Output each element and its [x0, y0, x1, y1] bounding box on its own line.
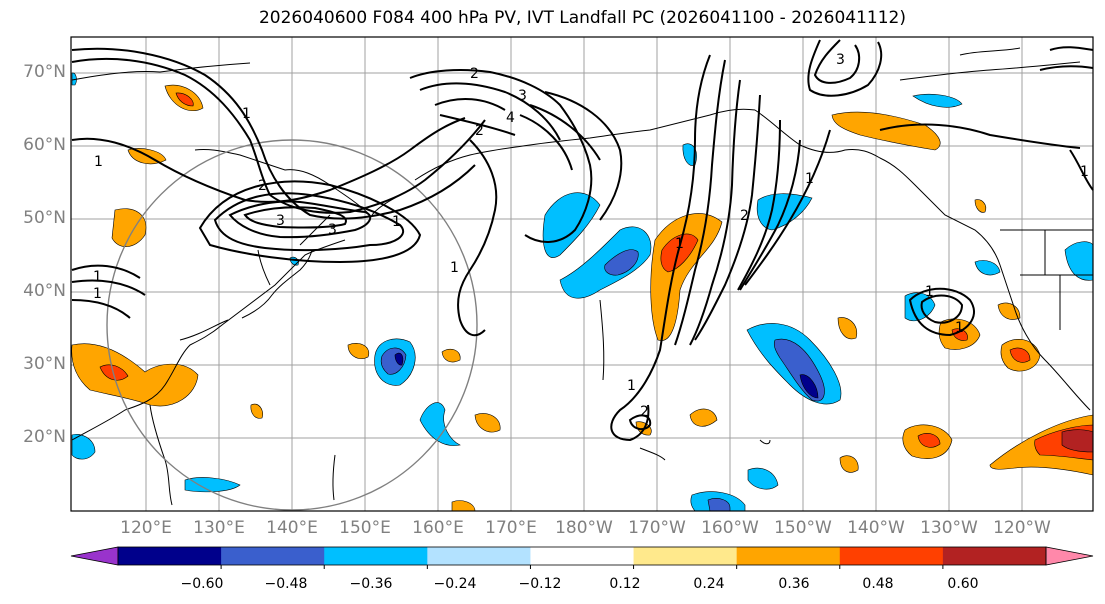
contour-label: 2: [740, 208, 749, 224]
lon-label: 120°W: [993, 518, 1051, 538]
lat-label-60n: 60°N: [23, 135, 66, 155]
contour-label: 1: [242, 106, 251, 122]
lon-label: 130°W: [920, 518, 978, 538]
contour-label: 3: [328, 222, 337, 238]
contour-label: 3: [518, 88, 527, 104]
colorbar-bin: [324, 547, 428, 565]
lat-label-40n: 40°N: [23, 281, 66, 301]
colorbar-tick-label: 0.48: [862, 576, 894, 592]
colorbar-tick-label: −0.12: [518, 576, 562, 592]
colorbar-bin: [839, 547, 944, 565]
map-border: [70, 36, 1094, 512]
contour-label: 2: [640, 404, 649, 420]
contour-label: 3: [276, 213, 285, 229]
colorbar-tick-label: −0.36: [349, 576, 393, 592]
lon-label: 170°E: [485, 518, 537, 538]
contour-label: 1: [450, 260, 459, 276]
lon-label: 180°W: [555, 518, 613, 538]
lon-label: 160°E: [412, 518, 464, 538]
lon-label: 140°W: [847, 518, 905, 538]
lat-label-70n: 70°N: [23, 62, 66, 82]
contour-label: 4: [506, 110, 515, 126]
colorbar-outline: [117, 546, 1047, 566]
contour-label: 1: [93, 286, 102, 302]
contour-labels: 1 1 1 1 2 2 2 3 3 3 4 1 1 2 1 1 3 1 1 2 …: [93, 52, 1089, 420]
graticule: [71, 37, 1093, 511]
colorbar-extend-high: [1045, 546, 1094, 566]
colorbar-bin: [942, 547, 1047, 565]
contour-label: 1: [675, 236, 684, 252]
lon-label: 130°E: [193, 518, 245, 538]
contour-label: 3: [836, 52, 845, 68]
colorbar-tick-label: 0.24: [693, 576, 725, 592]
colorbar: [70, 546, 1094, 569]
lon-label: 150°W: [774, 518, 832, 538]
colorbar-tick-label: 0.12: [609, 576, 641, 592]
lat-label-30n: 30°N: [23, 354, 66, 374]
lon-label: 120°E: [120, 518, 172, 538]
colorbar-tick-label: −0.48: [264, 576, 308, 592]
contour-label: 1: [805, 171, 814, 187]
lat-label-20n: 20°N: [23, 427, 66, 447]
contour-label: 1: [627, 378, 636, 394]
colorbar-tick-label: 0.60: [947, 576, 979, 592]
colorbar-bin: [221, 547, 325, 565]
contour-label: 2: [258, 178, 267, 194]
lat-label-50n: 50°N: [23, 208, 66, 228]
coastlines: [71, 47, 1093, 506]
lon-label: 150°E: [339, 518, 391, 538]
landfall-radius-circle: [106, 139, 478, 511]
colorbar-tick-label: −0.24: [433, 576, 477, 592]
map-title: 2026040600 F084 400 hPa PV, IVT Landfall…: [258, 8, 906, 28]
lon-label: 160°W: [701, 518, 759, 538]
colorbar-bin: [118, 547, 222, 565]
contour-label: 2: [470, 66, 479, 82]
colorbar-bin: [427, 547, 531, 565]
lon-label: 140°E: [266, 518, 318, 538]
colorbar-bin: [530, 547, 635, 565]
contour-label: 1: [392, 214, 401, 230]
contour-label: 1: [955, 320, 964, 336]
contour-label: 1: [94, 154, 103, 170]
colorbar-extend-low: [70, 546, 119, 566]
colorbar-tick-label: 0.36: [778, 576, 810, 592]
contour-label: 1: [925, 284, 934, 300]
contour-label: 2: [475, 123, 484, 139]
contour-label: 1: [1080, 164, 1089, 180]
colorbar-tick-label: −0.60: [180, 576, 224, 592]
colorbar-bin: [736, 547, 841, 565]
contour-label: 1: [93, 269, 102, 285]
lon-label: 170°W: [628, 518, 686, 538]
pv-contours: [71, 39, 1094, 442]
colorbar-bin: [633, 547, 738, 565]
